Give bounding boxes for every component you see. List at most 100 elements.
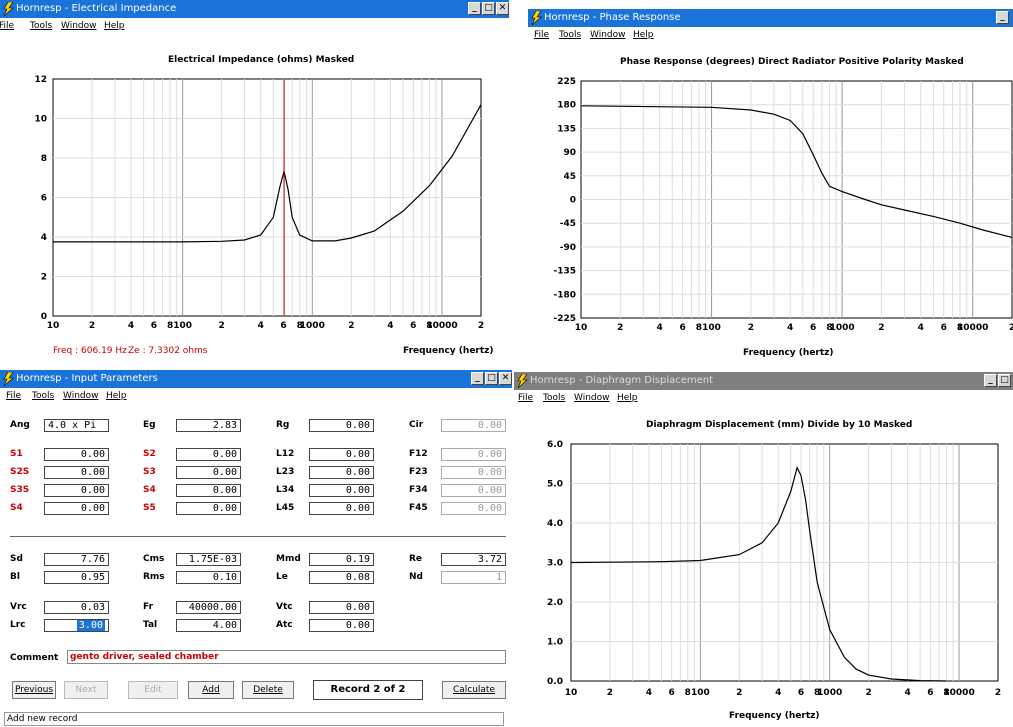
x-tick-label: 10000 <box>943 688 974 698</box>
displacement-titlebar[interactable]: Hornresp - Diaphragm Displacement _ □ <box>514 372 1013 390</box>
menu-help[interactable]: Help <box>106 391 127 401</box>
menu-tools[interactable]: Tools <box>30 21 53 31</box>
param-field-vtc[interactable]: 0.00 <box>309 601 374 614</box>
menu-window[interactable]: Window <box>574 393 610 403</box>
param-field-cir[interactable]: 0.00 <box>441 419 506 432</box>
minimize-button[interactable]: _ <box>996 11 1009 24</box>
param-value: 0.00 <box>345 449 370 460</box>
param-field-le[interactable]: 0.08 <box>309 571 374 584</box>
impedance-titlebar[interactable]: Hornresp - Electrical Impedance _ □ ✕ <box>0 0 509 18</box>
menu-help[interactable]: Help <box>104 21 125 31</box>
param-field-s2s[interactable]: 0.00 <box>44 466 109 479</box>
maximize-button[interactable]: □ <box>482 2 495 15</box>
x-axis-label: Frequency (hertz) <box>743 348 834 358</box>
param-value: 0.10 <box>212 572 237 583</box>
previous-button[interactable]: Previous <box>12 681 56 699</box>
y-tick-label: 4 <box>41 233 47 243</box>
x-tick-label: 6 <box>280 321 286 331</box>
x-tick-label: 10 <box>575 323 588 333</box>
menu-tools[interactable]: Tools <box>559 30 582 40</box>
calculate-button[interactable]: Calculate <box>442 681 506 699</box>
param-value: 0.00 <box>212 467 237 478</box>
param-field-s3s[interactable]: 0.00 <box>44 484 109 497</box>
param-field-rms[interactable]: 0.10 <box>176 571 241 584</box>
menu-file[interactable]: File <box>534 30 550 40</box>
param-value: 0.00 <box>80 485 105 496</box>
x-tick-label: 8 <box>814 688 820 698</box>
menu-tools[interactable]: Tools <box>32 391 55 401</box>
param-field-f45[interactable]: 0.00 <box>441 502 506 515</box>
param-field-re[interactable]: 3.72 <box>441 553 506 566</box>
x-axis-label: Frequency (hertz) <box>403 346 494 356</box>
menu-file[interactable]: File <box>6 391 22 401</box>
param-field-f12[interactable]: 0.00 <box>441 448 506 461</box>
param-field-f23[interactable]: 0.00 <box>441 466 506 479</box>
maximize-button[interactable]: □ <box>998 374 1011 387</box>
param-field-atc[interactable]: 0.00 <box>309 619 374 632</box>
menu-window[interactable]: Window <box>590 30 626 40</box>
param-field-lrc[interactable]: 3.00 <box>44 619 109 632</box>
comment-field[interactable]: gento driver, sealed chamber <box>67 650 506 664</box>
param-field-l12[interactable]: 0.00 <box>309 448 374 461</box>
x-tick-label: 6 <box>151 321 157 331</box>
maximize-button[interactable]: □ <box>485 372 498 385</box>
minimize-button[interactable]: _ <box>468 2 481 15</box>
param-field-tal[interactable]: 4.00 <box>176 619 241 632</box>
menu-file[interactable]: File <box>0 21 15 31</box>
param-field-s5[interactable]: 0.00 <box>176 502 241 515</box>
param-field-sd[interactable]: 7.76 <box>44 553 109 566</box>
phase-titlebar[interactable]: Hornresp - Phase Response _ <box>528 9 1013 27</box>
param-field-s4[interactable]: 0.00 <box>44 502 109 515</box>
param-value: 0.00 <box>345 420 370 431</box>
param-field-vrc[interactable]: 0.03 <box>44 601 109 614</box>
delete-button[interactable]: Delete <box>242 681 294 699</box>
param-field-s4[interactable]: 0.00 <box>176 484 241 497</box>
param-field-l23[interactable]: 0.00 <box>309 466 374 479</box>
param-field-cms[interactable]: 1.75E-03 <box>176 553 241 566</box>
menu-help[interactable]: Help <box>617 393 638 403</box>
param-field-l34[interactable]: 0.00 <box>309 484 374 497</box>
param-value: 0.95 <box>80 572 105 583</box>
menu-tools[interactable]: Tools <box>543 393 566 403</box>
menu-window[interactable]: Window <box>61 21 97 31</box>
param-field-rg[interactable]: 0.00 <box>309 419 374 432</box>
x-tick-label: 6 <box>669 688 675 698</box>
y-tick-label: 0 <box>570 196 576 206</box>
minimize-button[interactable]: _ <box>984 374 997 387</box>
param-field-l45[interactable]: 0.00 <box>309 502 374 515</box>
hornresp-icon <box>531 11 542 25</box>
minimize-button[interactable]: _ <box>471 372 484 385</box>
param-field-eg[interactable]: 2.83 <box>176 419 241 432</box>
param-field-fr[interactable]: 40000.00 <box>176 601 241 614</box>
param-value: 1.75E-03 <box>188 554 237 565</box>
phase-window: Hornresp - Phase Response _ File Tools W… <box>528 9 1013 367</box>
close-button[interactable]: ✕ <box>496 2 509 15</box>
y-tick-label: 10 <box>34 115 47 125</box>
next-button[interactable]: Next <box>64 681 108 699</box>
x-tick-label: 4 <box>787 323 793 333</box>
close-button[interactable]: ✕ <box>499 372 512 385</box>
param-field-s1[interactable]: 0.00 <box>44 448 109 461</box>
param-field-bl[interactable]: 0.95 <box>44 571 109 584</box>
add-button[interactable]: Add <box>188 681 234 699</box>
menu-help[interactable]: Help <box>633 30 654 40</box>
menu-window[interactable]: Window <box>63 391 99 401</box>
hornresp-icon <box>517 374 528 388</box>
param-field-mmd[interactable]: 0.19 <box>309 553 374 566</box>
param-value: 7.76 <box>80 554 105 565</box>
x-tick-label: 6 <box>810 323 816 333</box>
param-field-f34[interactable]: 0.00 <box>441 484 506 497</box>
edit-button[interactable]: Edit <box>128 681 178 699</box>
param-field-s3[interactable]: 0.00 <box>176 466 241 479</box>
param-field-ang[interactable]: 4.0 x Pi <box>44 419 109 432</box>
param-label-l12: L12 <box>276 449 295 459</box>
param-field-nd[interactable]: 1 <box>441 571 506 584</box>
param-field-s2[interactable]: 0.00 <box>176 448 241 461</box>
param-value: 4.0 x Pi <box>48 420 97 431</box>
param-label-s3: S3 <box>143 467 156 477</box>
input-titlebar[interactable]: Hornresp - Input Parameters _ □ ✕ <box>0 370 512 388</box>
y-tick-label: 8 <box>41 154 47 164</box>
param-value: 0.03 <box>80 602 105 613</box>
menu-file[interactable]: File <box>518 393 534 403</box>
